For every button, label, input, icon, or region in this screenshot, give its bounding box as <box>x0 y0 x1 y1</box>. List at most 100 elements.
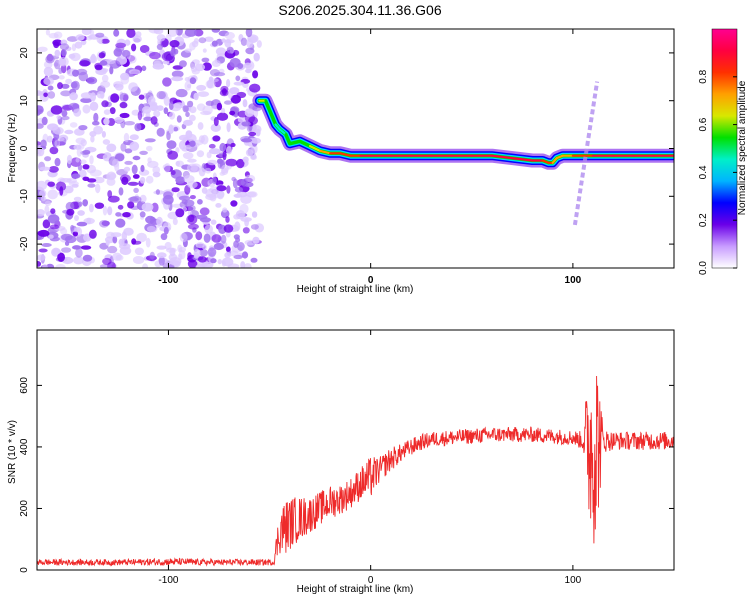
noise-blob <box>110 232 122 238</box>
snr-marks <box>37 375 674 567</box>
noise-blob <box>123 227 134 236</box>
noise-blob <box>47 214 60 224</box>
noise-blob <box>197 91 210 97</box>
noise-blob <box>132 256 145 264</box>
y-tick-label: -20 <box>19 236 30 251</box>
noise-blob <box>242 227 250 234</box>
noise-blob <box>128 82 139 92</box>
noise-blob <box>215 203 222 208</box>
noise-blob <box>56 115 61 120</box>
noise-blob <box>178 195 191 201</box>
noise-blob <box>224 252 231 259</box>
noise-blob <box>65 78 72 85</box>
noise-blob <box>256 40 262 48</box>
noise-blob <box>141 202 154 212</box>
noise-blob <box>89 55 98 64</box>
spectrogram-y-label: Frequency (Hz) <box>7 114 18 183</box>
noise-blob <box>68 180 79 187</box>
noise-blob <box>120 72 130 81</box>
x-tick-label: 100 <box>565 275 582 286</box>
noise-blob <box>211 40 218 47</box>
noise-blob <box>118 187 124 196</box>
snr-x-label: Height of straight line (km) <box>297 584 414 595</box>
noise-blob <box>105 239 110 246</box>
noise-blob <box>216 185 227 192</box>
noise-blob <box>80 92 93 99</box>
noise-blob <box>52 248 61 255</box>
snr-y-tick-label: 200 <box>19 500 30 517</box>
noise-blob <box>170 49 177 57</box>
noise-blob <box>152 171 161 178</box>
noise-blob <box>232 49 240 56</box>
noise-blob <box>150 103 159 112</box>
noise-blob <box>61 115 70 121</box>
noise-blob <box>156 43 163 51</box>
noise-blob <box>78 169 87 178</box>
noise-blob <box>106 143 117 153</box>
noise-blob <box>213 116 219 127</box>
noise-blob <box>252 236 260 244</box>
noise-blob <box>61 247 72 253</box>
noise-blob <box>101 38 110 44</box>
snr-x-tick-label: -100 <box>158 575 178 586</box>
ridge-segment <box>308 145 322 152</box>
noise-blob <box>37 261 42 267</box>
y-tick-label: 0 <box>19 145 30 151</box>
noise-blob <box>209 78 219 83</box>
noise-blob <box>42 263 48 268</box>
noise-blob <box>140 164 145 173</box>
noise-blob <box>189 114 196 122</box>
noise-blob <box>211 60 221 67</box>
noise-blob <box>173 126 179 132</box>
noise-blob <box>239 203 249 214</box>
noise-blob <box>235 75 241 82</box>
noise-blob <box>145 175 154 184</box>
noise-blob <box>101 100 109 108</box>
noise-blob <box>224 39 232 48</box>
noise-blob <box>94 202 105 209</box>
noise-blob <box>119 92 129 102</box>
noise-blob <box>39 166 51 171</box>
noise-blob <box>144 138 156 143</box>
noise-blob <box>158 256 165 266</box>
noise-blob <box>61 110 68 117</box>
noise-blob <box>132 155 141 161</box>
noise-blob <box>113 48 123 57</box>
noise-blob <box>82 199 88 207</box>
noise-blob <box>89 101 99 112</box>
noise-blob <box>89 169 102 177</box>
ridge-segment <box>284 133 291 145</box>
noise-blob <box>193 248 201 258</box>
noise-blob <box>75 248 83 258</box>
noise-blob <box>89 203 94 213</box>
noise-blob <box>145 215 156 224</box>
noise-blob <box>134 123 142 132</box>
noise-blob <box>115 218 126 228</box>
noise-blob <box>237 242 245 251</box>
noise-blob <box>182 105 189 113</box>
noise-blob <box>109 107 116 115</box>
noise-blob <box>160 233 168 241</box>
noise-blob <box>226 146 232 155</box>
noise-blob <box>78 143 85 150</box>
noise-blob <box>189 140 196 147</box>
ridge-segment <box>298 140 312 148</box>
noise-blob <box>212 135 221 142</box>
noise-blob <box>60 90 72 97</box>
noise-blob <box>129 141 140 151</box>
noise-blob <box>234 186 243 193</box>
noise-blob <box>167 150 179 160</box>
page-title: S206.2025.304.11.36.G06 <box>278 2 442 18</box>
noise-blob <box>226 46 234 54</box>
noise-blob <box>221 107 226 114</box>
noise-blob <box>128 69 141 75</box>
noise-blob <box>143 116 153 122</box>
noise-blob <box>241 138 253 143</box>
noise-blob <box>210 258 217 264</box>
noise-blob <box>229 57 241 68</box>
noise-blob <box>47 189 58 200</box>
noise-blob <box>207 159 218 166</box>
noise-blob <box>216 102 223 111</box>
noise-blob <box>82 164 90 170</box>
noise-blob <box>82 104 91 114</box>
